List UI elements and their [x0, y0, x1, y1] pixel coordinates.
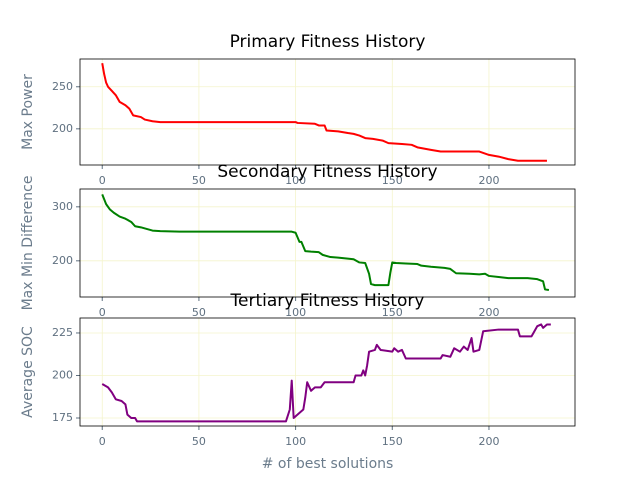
x-tick-label: 50	[192, 174, 206, 187]
y-tick-label: 200	[52, 122, 73, 135]
y-tick-label: 200	[52, 368, 73, 381]
y-axis-label: Max Power	[20, 74, 36, 150]
x-tick-label: 0	[99, 174, 106, 187]
x-tick-label: 50	[192, 306, 206, 319]
x-tick-label: 150	[382, 306, 403, 319]
chart-title: Secondary Fitness History	[217, 162, 437, 182]
y-axis-label: Max Min Difference	[20, 176, 36, 311]
x-tick-label: 50	[192, 435, 206, 448]
x-tick-label: 100	[285, 174, 306, 187]
fitness-line	[101, 63, 547, 162]
chart-title: Primary Fitness History	[230, 32, 426, 52]
x-tick-label: 200	[478, 174, 499, 187]
x-tick-label: 150	[382, 174, 403, 187]
x-tick-label: 0	[99, 306, 106, 319]
x-tick-label: 200	[478, 435, 499, 448]
y-tick-label: 250	[52, 80, 73, 93]
y-tick-label: 300	[52, 200, 73, 213]
y-tick-label: 200	[52, 254, 73, 267]
y-tick-label: 225	[52, 326, 73, 339]
axes-frame	[79, 317, 576, 427]
axes-frame	[79, 188, 576, 298]
x-tick-label: 150	[382, 435, 403, 448]
x-axis-label: # of best solutions	[262, 456, 394, 472]
chart-title: Tertiary Fitness History	[230, 291, 425, 311]
x-tick-label: 100	[285, 435, 306, 448]
fitness-line	[101, 194, 550, 291]
y-axis-label: Average SOC	[20, 326, 36, 418]
y-tick-label: 175	[52, 411, 73, 424]
fitness-line	[101, 323, 551, 423]
x-tick-label: 100	[285, 306, 306, 319]
axes-frame	[79, 58, 576, 166]
x-tick-label: 0	[99, 435, 106, 448]
x-tick-label: 200	[478, 306, 499, 319]
